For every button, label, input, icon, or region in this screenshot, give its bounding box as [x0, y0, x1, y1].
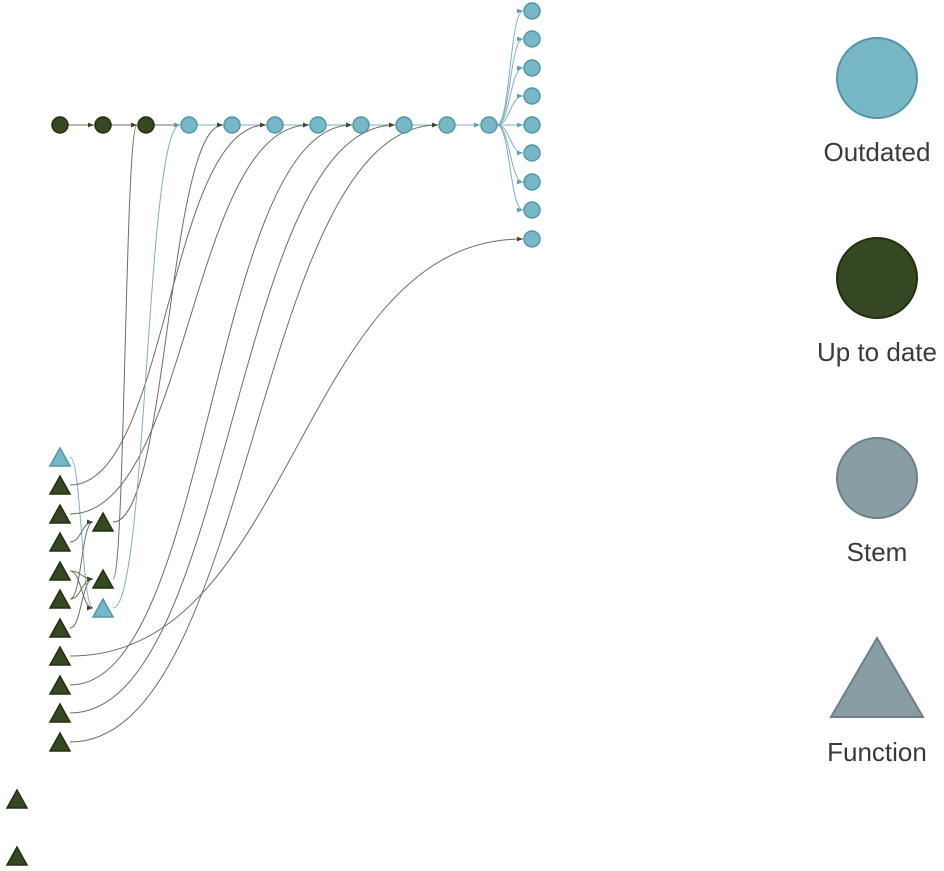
edge-m3-s4	[112, 122, 181, 609]
node-s9-circle-icon[interactable]	[395, 116, 413, 134]
edge-s11-o2	[496, 36, 524, 126]
node-s8-circle-icon[interactable]	[352, 116, 370, 134]
edge-m2-s3	[112, 122, 138, 580]
node-s5-circle-icon[interactable]	[223, 116, 241, 134]
node-o7-circle-icon[interactable]	[523, 173, 541, 191]
node-f6-triangle-icon[interactable]	[48, 617, 72, 638]
node-o9-circle-icon[interactable]	[523, 230, 541, 248]
edge-f10-s10	[69, 122, 439, 743]
node-o2-circle-icon[interactable]	[523, 30, 541, 48]
node-f10-triangle-icon[interactable]	[48, 731, 72, 752]
legend-item-up-to-date: Up to date	[817, 237, 937, 367]
legend-item-function: Function	[827, 636, 927, 767]
node-m2-triangle-icon[interactable]	[91, 568, 115, 589]
legend-outdated-label: Outdated	[824, 137, 931, 167]
legend: Outdated Up to date Stem Function	[817, 37, 937, 767]
node-f9-triangle-icon[interactable]	[48, 702, 72, 723]
legend-stem-label: Stem	[847, 537, 908, 567]
edge-s11-o7	[496, 124, 524, 185]
legend-function-label: Function	[827, 737, 927, 767]
legend-outdated-circle-icon	[836, 37, 918, 119]
node-m3-triangle-icon[interactable]	[91, 597, 115, 618]
node-f1-triangle-icon[interactable]	[48, 474, 72, 495]
node-f8-triangle-icon[interactable]	[48, 674, 72, 695]
edges-layer	[68, 8, 524, 743]
node-s7-circle-icon[interactable]	[309, 116, 327, 134]
node-o8-circle-icon[interactable]	[523, 201, 541, 219]
node-o3-circle-icon[interactable]	[523, 59, 541, 77]
edge-f9-s9	[69, 122, 396, 714]
node-s10-circle-icon[interactable]	[438, 116, 456, 134]
edge-f6-m2	[69, 576, 94, 629]
node-o6-circle-icon[interactable]	[523, 144, 541, 162]
node-m1-triangle-icon[interactable]	[91, 511, 115, 532]
edge-f5-m1	[69, 519, 94, 600]
edge-s11-o6	[496, 124, 524, 156]
edge-s11-o1	[496, 8, 524, 126]
node-i1-triangle-icon[interactable]	[5, 788, 29, 809]
node-o5-circle-icon[interactable]	[523, 116, 541, 134]
node-f4-triangle-icon[interactable]	[48, 560, 72, 581]
nodes-layer	[5, 2, 541, 866]
edge-f1-s6	[69, 122, 267, 486]
node-s1-circle-icon[interactable]	[51, 116, 69, 134]
edge-f8-s8	[69, 122, 353, 686]
legend-stem-circle-icon	[836, 437, 918, 519]
edge-s11-o4	[496, 93, 524, 126]
node-s11-circle-icon[interactable]	[480, 116, 498, 134]
edge-f7-o9	[69, 236, 524, 657]
node-s4-circle-icon[interactable]	[180, 116, 198, 134]
edge-m1-s5	[112, 122, 224, 523]
node-s6-circle-icon[interactable]	[266, 116, 284, 134]
node-f5-triangle-icon[interactable]	[48, 588, 72, 609]
edge-s11-o8	[496, 124, 524, 213]
edge-f2-s7	[69, 122, 310, 515]
node-s3-circle-icon[interactable]	[137, 116, 155, 134]
edge-s11-o3	[496, 65, 524, 126]
node-f3-triangle-icon[interactable]	[48, 531, 72, 552]
node-s2-circle-icon[interactable]	[94, 116, 112, 134]
legend-function-triangle-icon	[829, 636, 925, 718]
node-o1-circle-icon[interactable]	[523, 2, 541, 20]
node-o4-circle-icon[interactable]	[523, 87, 541, 105]
node-f0-triangle-icon[interactable]	[48, 446, 72, 467]
node-f2-triangle-icon[interactable]	[48, 503, 72, 524]
legend-item-outdated: Outdated	[824, 37, 931, 167]
legend-up-to-date-circle-icon	[836, 237, 918, 319]
legend-up-to-date-label: Up to date	[817, 337, 937, 367]
node-i2-triangle-icon[interactable]	[5, 845, 29, 866]
legend-item-stem: Stem	[836, 437, 918, 567]
node-f7-triangle-icon[interactable]	[48, 645, 72, 666]
